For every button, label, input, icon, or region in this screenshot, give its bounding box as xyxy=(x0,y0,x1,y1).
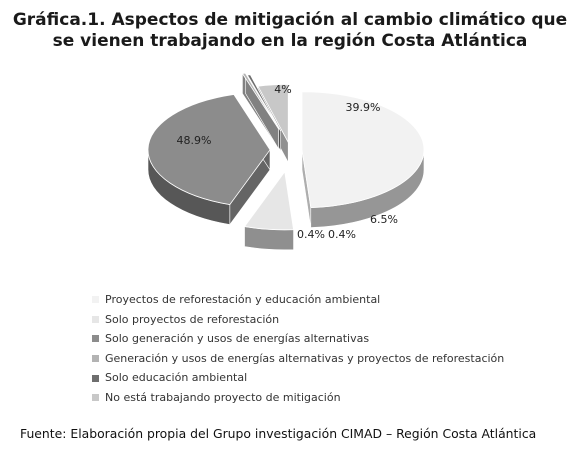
pie-slice xyxy=(241,72,279,151)
legend-label: No está trabajando proyecto de mitigació… xyxy=(105,390,341,404)
legend-item: Generación y usos de energías alternativ… xyxy=(92,349,504,369)
legend-label: Proyectos de reforestación y educación a… xyxy=(105,293,381,306)
legend-label: Solo proyectos de reforestación xyxy=(105,312,280,326)
legend-item: Solo educación ambiental xyxy=(92,368,504,388)
source-note: Fuente: Elaboración propia del Grupo inv… xyxy=(20,426,537,441)
pie-slice-top xyxy=(241,72,279,130)
legend-swatch xyxy=(92,394,99,402)
legend-item: No está trabajando proyecto de mitigació… xyxy=(92,388,504,408)
legend-item: Solo proyectos de reforestación xyxy=(92,310,504,330)
data-label: 48.9% xyxy=(177,134,212,147)
chart-legend: Proyectos de reforestación y educación a… xyxy=(92,290,504,408)
pie-slice-top xyxy=(246,74,281,132)
legend-item: Proyectos de reforestación y educación a… xyxy=(92,290,504,310)
pie-slice-top xyxy=(147,93,271,206)
pie-slice xyxy=(301,91,425,228)
legend-label: Generación y usos de energías alternativ… xyxy=(105,351,505,365)
legend-swatch xyxy=(92,355,99,363)
legend-item: Solo generación y usos de energías alter… xyxy=(92,329,504,349)
legend-swatch xyxy=(92,374,99,382)
pie-slice-top xyxy=(301,91,425,209)
legend-swatch xyxy=(92,315,99,323)
pie-slice-top xyxy=(243,170,295,231)
pie-slice xyxy=(243,170,295,251)
legend-swatch xyxy=(92,296,99,304)
pie-slice xyxy=(147,93,271,226)
chart-title-line-1: Gráfica.1. Aspectos de mitigación al cam… xyxy=(12,10,568,30)
data-label: 6.5% xyxy=(370,213,398,226)
chart-title: Gráfica.1. Aspectos de mitigación al cam… xyxy=(0,10,580,52)
pie-chart: 48.9% 6.5% 39.9% 0.4% 0.4% 4% xyxy=(147,72,425,251)
data-label: 39.9% xyxy=(346,101,381,114)
data-label: 4% xyxy=(274,83,291,96)
pie-slice-top xyxy=(257,83,289,143)
pie-data-labels: 48.9% 6.5% 39.9% 0.4% 0.4% 4% xyxy=(177,83,398,241)
legend-label: Solo generación y usos de energías alter… xyxy=(105,332,370,346)
chart-title-line-2: se vienen trabajando en la región Costa … xyxy=(52,31,528,51)
data-label: 0.4% xyxy=(328,228,356,241)
legend-label: Solo educación ambiental xyxy=(105,371,248,385)
pie-slices xyxy=(147,72,425,251)
data-label: 0.4% xyxy=(297,228,325,241)
legend-swatch xyxy=(92,335,99,343)
